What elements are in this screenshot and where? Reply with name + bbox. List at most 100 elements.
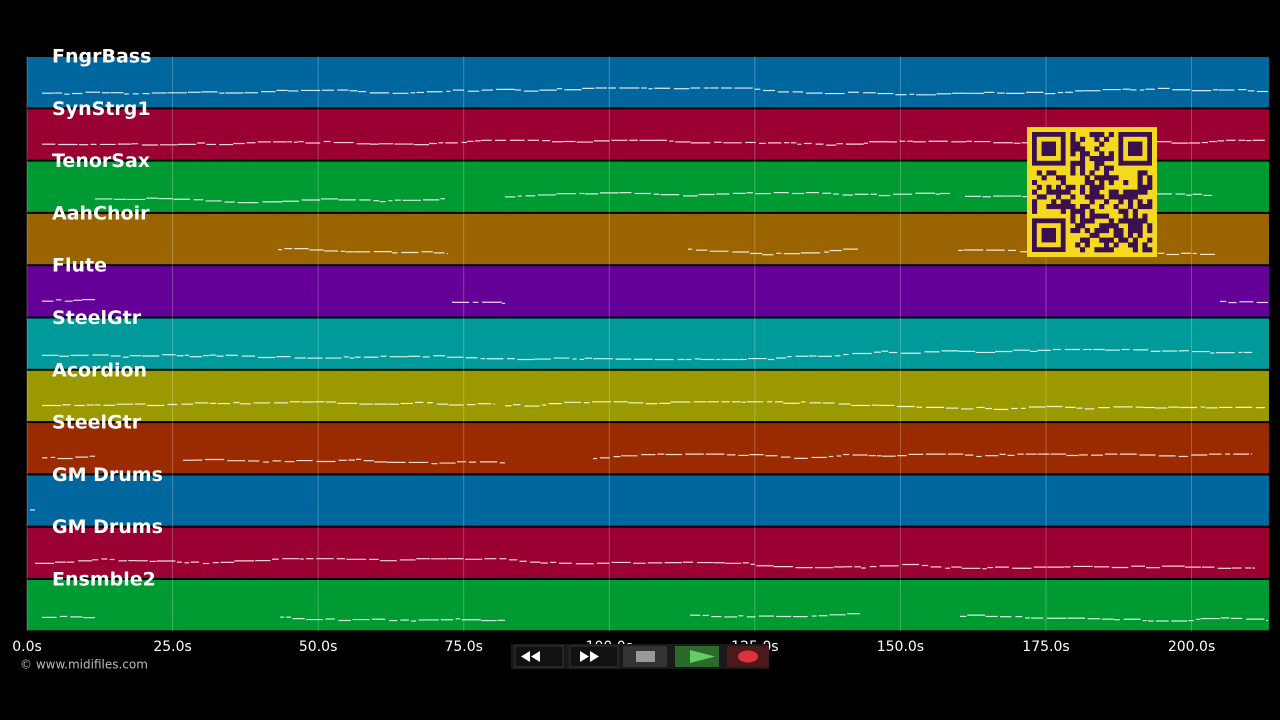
lane bbox=[27, 57, 1269, 108]
qr-module bbox=[1099, 223, 1105, 229]
qr-module bbox=[1060, 175, 1066, 181]
qr-module bbox=[1070, 170, 1076, 176]
qr-module bbox=[1137, 228, 1143, 234]
qr-module bbox=[1104, 156, 1110, 162]
qr-module bbox=[1080, 184, 1086, 190]
qr-module bbox=[1099, 247, 1105, 253]
qr-module bbox=[1104, 228, 1110, 234]
stop-button[interactable] bbox=[623, 646, 667, 667]
qr-module bbox=[1147, 247, 1153, 253]
credit: © www.midifiles.com bbox=[20, 658, 148, 672]
tick-label: 75.0s bbox=[444, 639, 482, 655]
qr-module bbox=[1137, 218, 1143, 224]
qr-finder bbox=[1128, 141, 1143, 156]
qr-module bbox=[1036, 170, 1042, 176]
qr-module bbox=[1137, 175, 1143, 181]
qr-module bbox=[1080, 156, 1086, 162]
qr-module bbox=[1051, 199, 1057, 205]
qr-module bbox=[1132, 213, 1138, 219]
tick-label: 0.0s bbox=[12, 639, 42, 655]
qr-module bbox=[1128, 228, 1134, 234]
lane-names: FngrBass SynStrg1 TenorSax AahChoir Flute Ste… bbox=[52, 46, 163, 591]
qr-module bbox=[1080, 136, 1086, 142]
qr-module bbox=[1104, 223, 1110, 229]
lane bbox=[27, 475, 1269, 526]
lane bbox=[27, 423, 1269, 474]
qr-module bbox=[1089, 184, 1095, 190]
qr-module bbox=[1094, 247, 1100, 253]
qr-module bbox=[1123, 213, 1129, 219]
qr-module bbox=[1070, 136, 1076, 142]
qr-module bbox=[1147, 184, 1153, 190]
qr-module bbox=[1084, 218, 1090, 224]
transport-controls bbox=[511, 644, 769, 669]
qr-module bbox=[1051, 189, 1057, 195]
tick-label: 25.0s bbox=[153, 639, 191, 655]
qr-module bbox=[1099, 151, 1105, 157]
qr-module bbox=[1094, 136, 1100, 142]
qr-module bbox=[1123, 218, 1129, 224]
qr-module bbox=[1065, 204, 1071, 210]
qr-module bbox=[1080, 208, 1086, 214]
qr-module bbox=[1056, 184, 1062, 190]
qr-module bbox=[1065, 189, 1071, 195]
qr-module bbox=[1080, 218, 1086, 224]
fast-forward-button[interactable] bbox=[569, 645, 619, 668]
qr-module bbox=[1075, 228, 1081, 234]
qr-module bbox=[1118, 232, 1124, 238]
qr-module bbox=[1118, 228, 1124, 234]
qr-module bbox=[1123, 180, 1129, 186]
qr-module bbox=[1080, 151, 1086, 157]
qr-module bbox=[1094, 189, 1100, 195]
qr-module bbox=[1084, 180, 1090, 186]
rewind-button[interactable] bbox=[514, 645, 564, 668]
qr-module bbox=[1070, 208, 1076, 214]
record-button[interactable] bbox=[727, 646, 769, 667]
qr-module bbox=[1065, 184, 1071, 190]
qr-module bbox=[1108, 247, 1114, 253]
qr-module bbox=[1132, 228, 1138, 234]
qr-module bbox=[1051, 170, 1057, 176]
qr-module bbox=[1084, 194, 1090, 200]
qr-module bbox=[1128, 199, 1134, 205]
qr-module bbox=[1123, 194, 1129, 200]
qr-module bbox=[1075, 146, 1081, 152]
qr-module bbox=[1128, 242, 1134, 248]
qr-module bbox=[1147, 204, 1153, 210]
qr-module bbox=[1070, 204, 1076, 210]
qr-module bbox=[1080, 146, 1086, 152]
qr-module bbox=[1137, 204, 1143, 210]
qr-module bbox=[1080, 223, 1086, 229]
qr-module bbox=[1070, 160, 1076, 166]
qr-module bbox=[1070, 151, 1076, 157]
qr-module bbox=[1142, 218, 1148, 224]
qr-module bbox=[1032, 208, 1038, 214]
qr-module bbox=[1080, 204, 1086, 210]
qr-module bbox=[1118, 237, 1124, 243]
qr-module bbox=[1142, 213, 1148, 219]
play-button[interactable] bbox=[675, 646, 719, 667]
qr-module bbox=[1060, 204, 1066, 210]
qr-module bbox=[1118, 208, 1124, 214]
grid bbox=[26, 56, 1193, 632]
qr-module bbox=[1089, 132, 1095, 138]
qr-module bbox=[1094, 146, 1100, 152]
qr-module bbox=[1046, 184, 1052, 190]
qr-module bbox=[1113, 232, 1119, 238]
qr-module bbox=[1113, 228, 1119, 234]
qr-module bbox=[1104, 170, 1110, 176]
qr-module bbox=[1089, 194, 1095, 200]
qr-module bbox=[1041, 194, 1047, 200]
qr-module bbox=[1080, 165, 1086, 171]
qr-module bbox=[1108, 165, 1114, 171]
qr-module bbox=[1099, 156, 1105, 162]
qr-module bbox=[1032, 189, 1038, 195]
qr-module bbox=[1142, 242, 1148, 248]
qr-module bbox=[1094, 132, 1100, 138]
tick-label: 150.0s bbox=[877, 639, 924, 655]
qr-module bbox=[1104, 213, 1110, 219]
qr-module bbox=[1137, 223, 1143, 229]
qr-module bbox=[1108, 194, 1114, 200]
qr-module bbox=[1099, 228, 1105, 234]
qr-module bbox=[1108, 218, 1114, 224]
